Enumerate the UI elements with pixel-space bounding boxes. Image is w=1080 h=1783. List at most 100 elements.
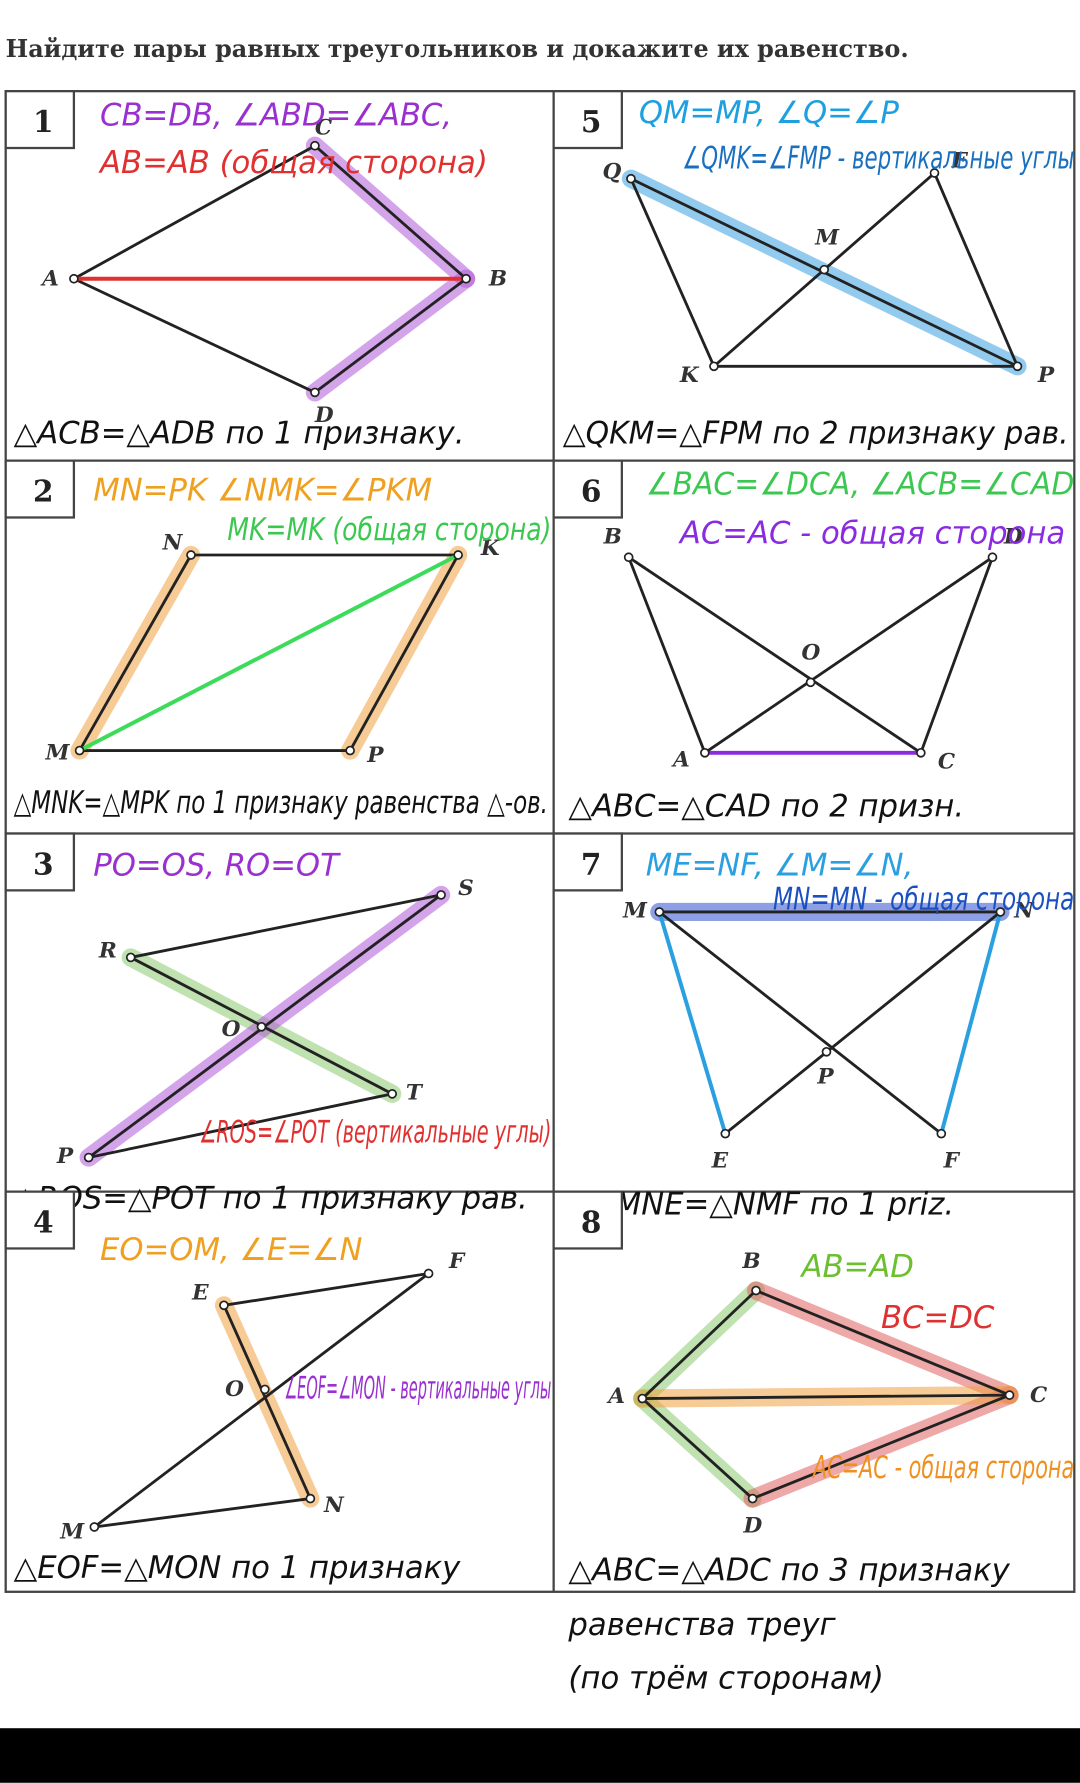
vertex <box>626 173 636 184</box>
vertex <box>709 361 719 372</box>
segment <box>73 144 316 280</box>
note: ∠EOF=∠MON - вертикальные углы <box>284 1372 551 1407</box>
conclusion: △ABC=△CAD по 2 призн. <box>568 789 964 824</box>
vertex <box>805 677 816 688</box>
note: AC=AC - общая сторона <box>811 1451 1074 1486</box>
vertex <box>305 1493 316 1504</box>
segment <box>348 554 460 752</box>
vertex <box>89 1522 100 1532</box>
vertex-label: Q <box>603 160 622 185</box>
segment <box>627 556 707 754</box>
vertex-label: E <box>711 1149 729 1174</box>
vertex-label: A <box>606 1384 625 1409</box>
segment <box>658 910 943 1135</box>
vertex-label: K <box>679 363 700 388</box>
task-number: 1 <box>33 104 54 139</box>
task-number: 6 <box>581 474 602 509</box>
conclusion: △ACB=△ADB по 1 признаку. <box>14 417 465 452</box>
bottom-bar <box>0 1728 1080 1783</box>
vertex <box>637 1393 648 1404</box>
segment <box>642 1393 1010 1400</box>
vertex-label: C <box>1030 1383 1047 1408</box>
segment <box>704 556 994 754</box>
vertex-label: C <box>315 115 332 140</box>
vertex <box>995 907 1006 917</box>
task-number: 5 <box>581 104 602 139</box>
segment <box>130 893 442 959</box>
note: ∠QMK=∠FMP - вертикальные углы <box>682 141 1074 176</box>
vertex <box>623 552 634 563</box>
conclusion: △ABC=△ADC по 3 признаку <box>568 1553 1010 1588</box>
vertex <box>219 1300 229 1311</box>
number-box <box>552 90 623 150</box>
vertex-label: T <box>406 1081 424 1106</box>
conclusion: △EOF=△MON по 1 признаку <box>14 1551 462 1586</box>
vertex <box>461 273 471 284</box>
note: MK=MK (общая сторона) <box>227 513 551 548</box>
vertex-label: K <box>480 536 501 561</box>
number-box <box>4 459 76 519</box>
note: MN=PK ∠NMK=∠PKM <box>93 473 432 508</box>
note: EO=OM, ∠E=∠N <box>100 1233 363 1268</box>
vertex-label: M <box>814 226 840 251</box>
segment <box>752 1393 1011 1500</box>
vertex <box>69 273 79 284</box>
segment <box>724 910 1002 1135</box>
conclusion: △ROS=△POT по 1 признаку рав. <box>14 1182 528 1217</box>
segment <box>919 556 994 754</box>
note: BC=DC <box>881 1301 995 1336</box>
segment <box>88 1092 393 1159</box>
vertex <box>747 1493 758 1504</box>
vertex-label: F <box>448 1249 466 1274</box>
note: CB=DB, ∠ABD=∠ABC, <box>100 98 452 133</box>
number-box <box>552 459 623 519</box>
vertex <box>345 745 355 756</box>
colored-segment <box>78 553 460 753</box>
vertex <box>74 745 85 756</box>
note: ∠ROS=∠POT (вертикальные углы) <box>199 1116 551 1151</box>
task-number: 8 <box>581 1205 602 1240</box>
note: AB=AB (общая сторона) <box>98 146 488 181</box>
vertex-label: P <box>56 1144 74 1169</box>
vertex-label: R <box>98 938 117 963</box>
vertex <box>125 952 136 963</box>
note: PO=OS, RO=OT <box>93 849 341 884</box>
segment <box>641 1397 754 1500</box>
vertex <box>916 747 926 758</box>
vertex-label: O <box>225 1377 244 1402</box>
segment <box>629 178 716 367</box>
note: ME=NF, ∠M=∠N, <box>646 849 914 884</box>
task-number: 3 <box>33 846 54 881</box>
vertex-label: F <box>943 1149 961 1174</box>
vertex <box>387 1089 398 1099</box>
vertex-label: E <box>191 1281 209 1306</box>
task-title: Найдите пары равных треугольников и дока… <box>6 35 909 63</box>
segment <box>222 1304 312 1500</box>
vertex-label: O <box>801 641 820 666</box>
vertex-label: N <box>162 530 184 555</box>
number-box <box>4 1190 76 1250</box>
segment <box>93 1272 430 1529</box>
vertex-label: M <box>622 899 648 924</box>
vertex-label: O <box>222 1017 241 1042</box>
vertex <box>436 890 446 900</box>
note: AB=AD <box>799 1250 913 1285</box>
vertex-label: B <box>741 1249 760 1274</box>
conclusion: △MNK=△MPK по 1 признаку равенства △-ов. <box>14 786 548 821</box>
vertex <box>1004 1390 1015 1400</box>
vertex <box>929 168 940 178</box>
vertex <box>423 1268 434 1279</box>
vertex-label: D <box>742 1514 762 1539</box>
conclusion: △QKM=△FPM по 2 признаку рав. <box>563 417 1069 452</box>
number-box <box>4 832 76 892</box>
vertex <box>186 550 196 560</box>
segment <box>94 1497 311 1529</box>
vertex-label: M <box>59 1519 85 1544</box>
task-number: 7 <box>581 846 602 881</box>
segment <box>933 172 1019 367</box>
vertex-label: A <box>671 747 690 772</box>
number-box <box>4 90 76 150</box>
